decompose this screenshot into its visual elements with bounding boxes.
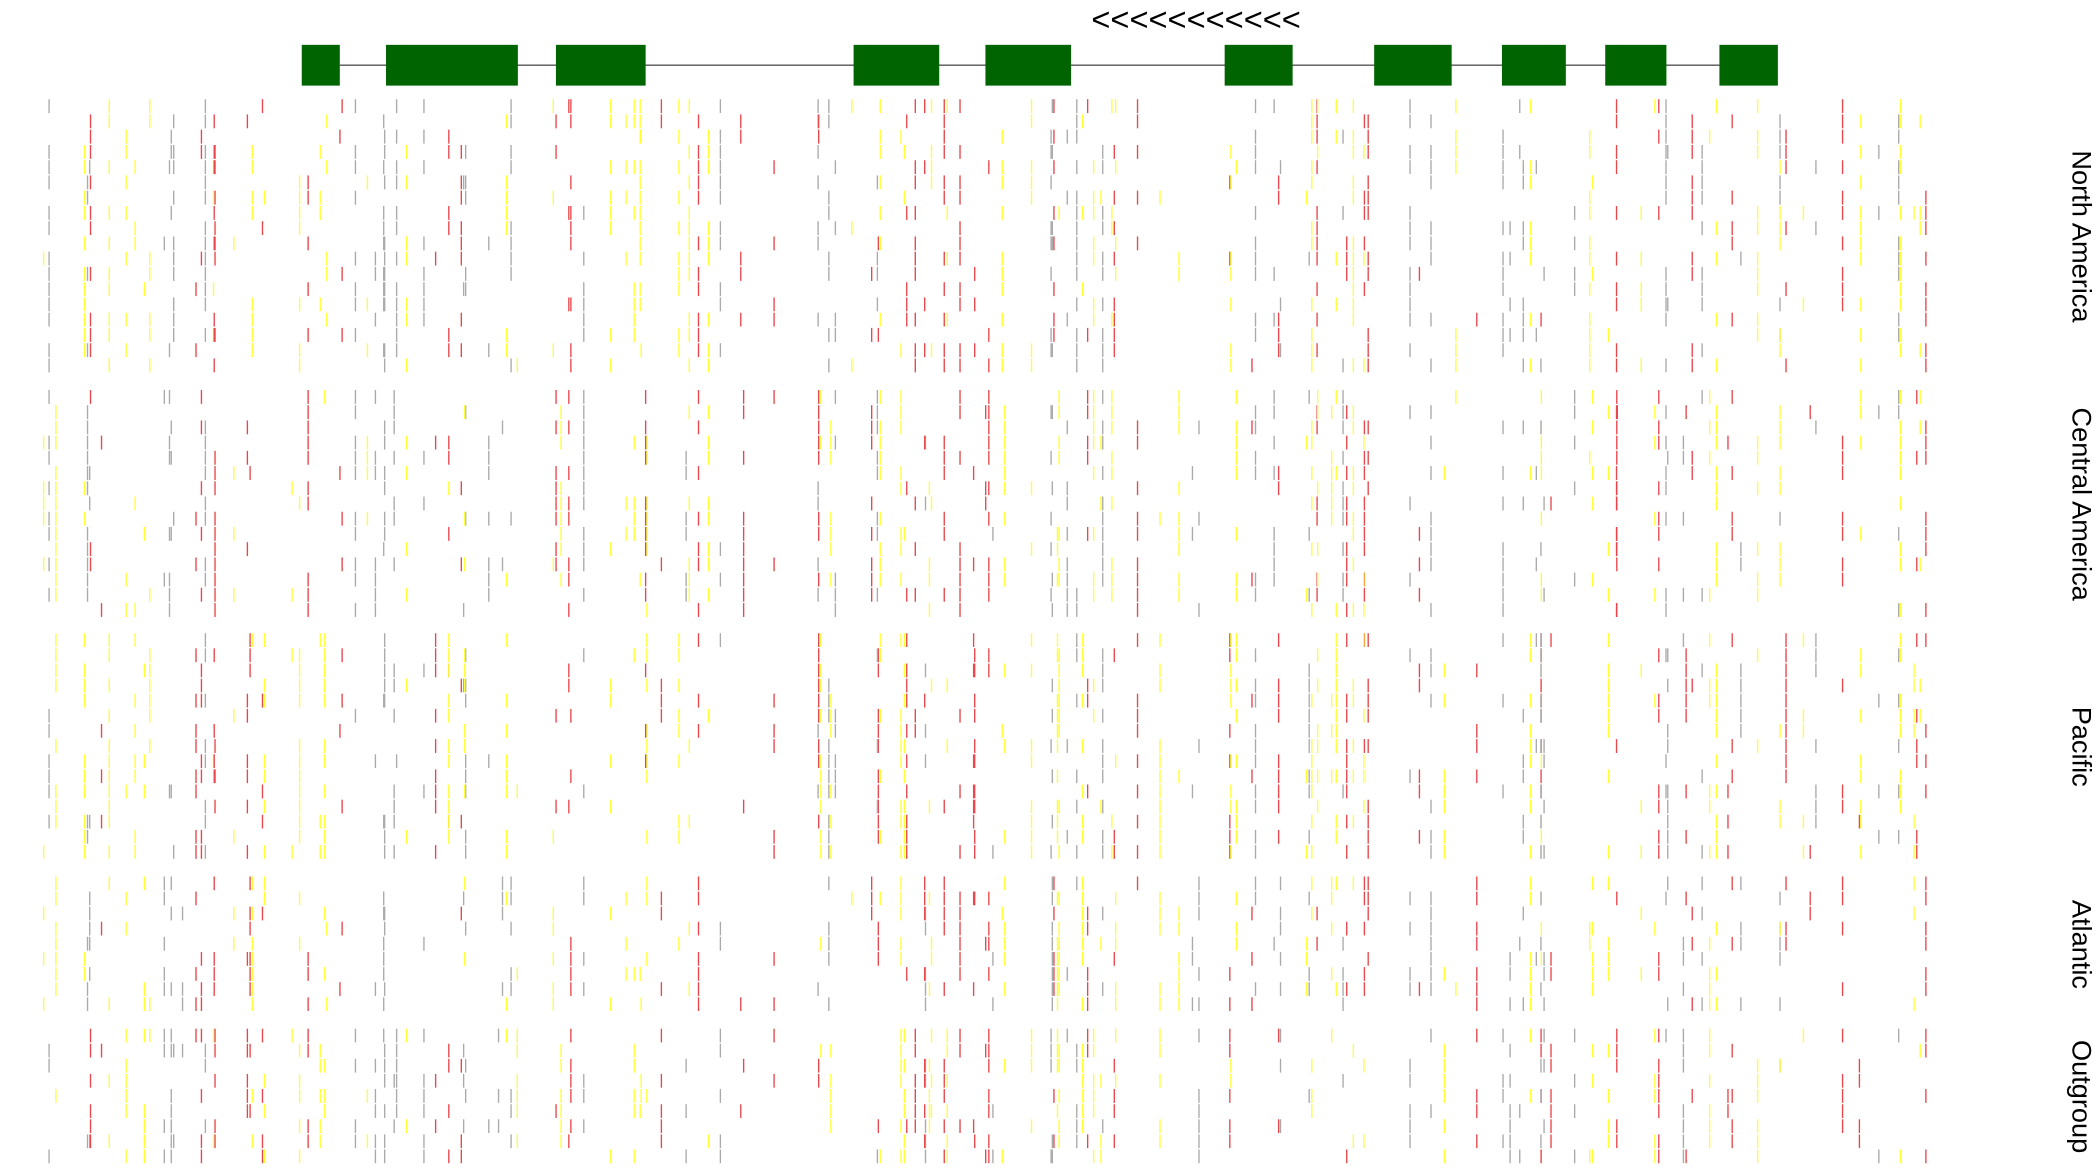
variant-ticks	[42, 99, 1927, 1164]
exon	[386, 44, 518, 86]
exon	[1501, 44, 1566, 86]
group-label: Central America	[2066, 408, 2097, 602]
exon	[1605, 44, 1667, 86]
exon	[1719, 44, 1778, 86]
exon	[1374, 44, 1452, 86]
strand-direction: <<<<<<<<<<<	[1091, 0, 1301, 37]
group-label: Atlantic	[2066, 900, 2097, 989]
exon	[985, 44, 1072, 86]
gene-model: <<<<<<<<<<<	[301, 0, 1778, 86]
exon	[301, 44, 340, 86]
group-label: Pacific	[2066, 707, 2097, 787]
exon	[853, 44, 940, 86]
exon	[1224, 44, 1293, 86]
group-label: North America	[2066, 150, 2097, 323]
exon	[555, 44, 646, 86]
group-label: Outgroup	[2066, 1040, 2097, 1153]
group-labels: North America Central America Pacific Atlan…	[2066, 150, 2097, 1153]
